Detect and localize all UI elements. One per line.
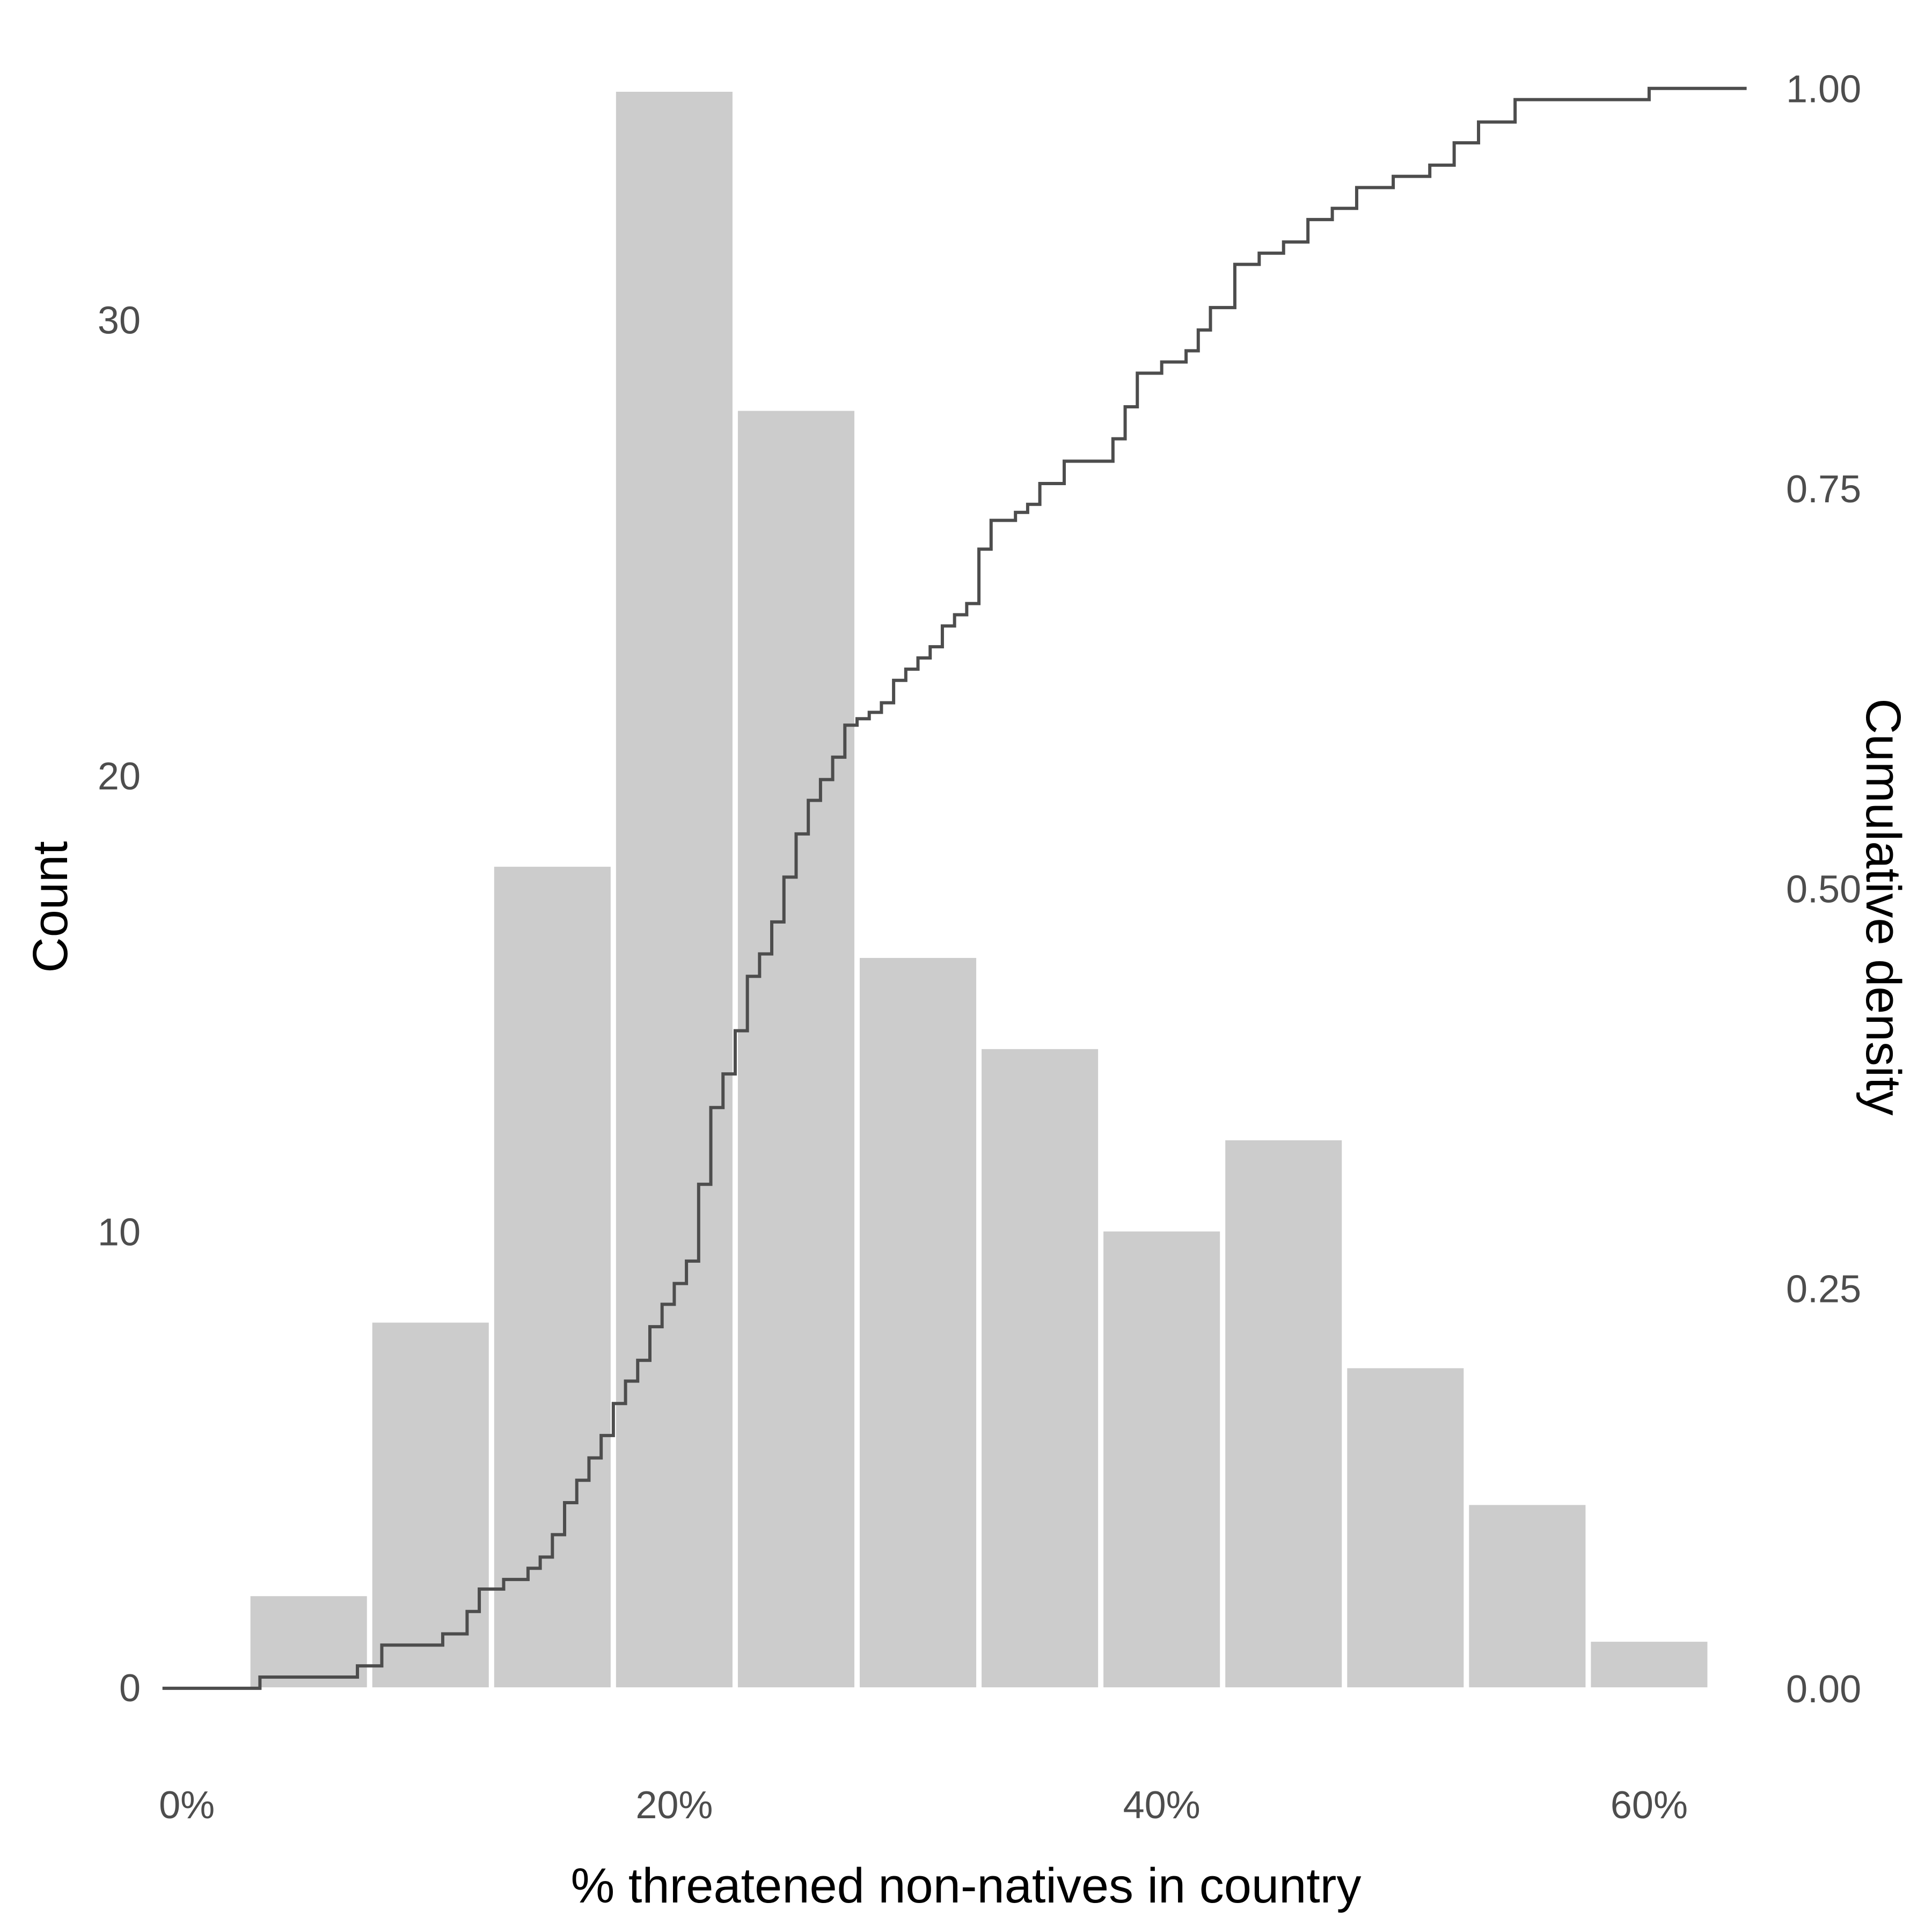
x-tick-label: 60%	[1611, 1784, 1688, 1827]
y2-tick-label: 0.00	[1786, 1668, 1861, 1711]
x-axis-ticks: 0% 20% 40% 60%	[159, 1784, 1688, 1827]
histogram-bar-4	[737, 411, 854, 1688]
histogram-bar-3	[616, 91, 733, 1688]
x-tick-label: 20%	[635, 1784, 713, 1827]
histogram-bar-6	[982, 1049, 1099, 1688]
histogram-bar-0	[250, 1596, 367, 1688]
y-tick-label: 0	[119, 1667, 141, 1710]
x-tick-label: 40%	[1123, 1784, 1201, 1827]
right-axis-ticks: 0.00 0.25 0.50 0.75 1.00	[1786, 68, 1861, 1711]
histogram-bar-5	[859, 957, 977, 1688]
y-tick-label: 20	[98, 755, 141, 798]
y2-axis-title: Cumulative density	[1856, 698, 1911, 1115]
histogram-bar-10	[1469, 1505, 1586, 1688]
y-tick-label: 30	[98, 299, 141, 342]
histogram-bar-9	[1347, 1368, 1464, 1688]
histogram-bar-7	[1103, 1231, 1220, 1688]
histogram-bar-11	[1591, 1642, 1708, 1688]
y2-tick-label: 1.00	[1786, 68, 1861, 111]
left-axis-ticks: 0 10 20 30	[98, 299, 141, 1710]
y2-tick-label: 0.25	[1786, 1268, 1861, 1311]
x-axis-title: % threatened non-natives in country	[571, 1858, 1362, 1913]
y2-tick-label: 0.75	[1786, 468, 1861, 511]
x-tick-label: 0%	[159, 1784, 215, 1827]
y-axis-title: Count	[23, 841, 78, 973]
cumulative-density-line	[162, 86, 1747, 1690]
histogram-bar-8	[1225, 1140, 1342, 1688]
histogram-bar-2	[494, 867, 611, 1688]
y2-tick-label: 0.50	[1786, 868, 1861, 911]
histogram-bar-1	[372, 1322, 489, 1688]
y-tick-label: 10	[98, 1211, 141, 1254]
histogram-bars	[250, 91, 1708, 1688]
